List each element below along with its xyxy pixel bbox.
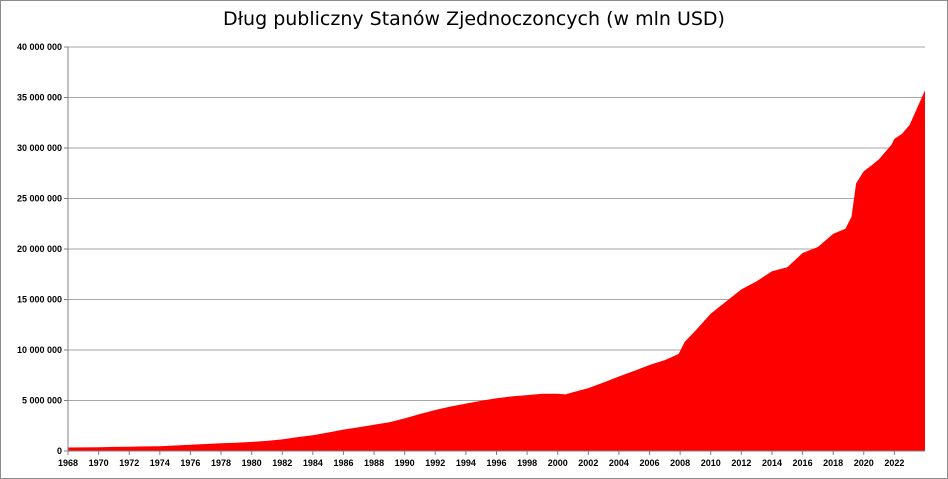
x-tick-label: 1982	[272, 458, 292, 468]
gridlines	[68, 46, 925, 401]
axes	[64, 46, 925, 455]
x-tick-label: 2002	[578, 458, 598, 468]
x-tick-label: 2022	[884, 458, 904, 468]
x-tick-label: 2000	[548, 458, 568, 468]
x-tick-label: 1970	[89, 458, 109, 468]
y-tick-label: 5 000 000	[22, 396, 62, 406]
x-tick-label: 2008	[670, 458, 690, 468]
x-tick-label: 1998	[517, 458, 537, 468]
x-tick-label: 1974	[150, 458, 170, 468]
y-tick-label: 40 000 000	[17, 42, 62, 52]
x-tick-label: 2012	[731, 458, 751, 468]
x-tick-label: 1976	[180, 458, 200, 468]
y-tick-labels: 0 5 000 000 10 000 000 15 000 000 20 000 000…	[17, 42, 62, 456]
x-tick-label: 2010	[701, 458, 721, 468]
x-tick-label: 1980	[242, 458, 262, 468]
x-tick-label: 1968	[58, 458, 78, 468]
y-tick-label: 15 000 000	[17, 295, 62, 305]
x-tick-label: 2016	[793, 458, 813, 468]
y-tick-label: 0	[57, 446, 62, 456]
y-tick-label: 35 000 000	[17, 93, 62, 103]
area-series	[68, 90, 925, 452]
x-tick-label: 2020	[854, 458, 874, 468]
x-tick-label: 1990	[395, 458, 415, 468]
x-tick-label: 1972	[119, 458, 139, 468]
x-tick-label: 1988	[364, 458, 384, 468]
x-tick-label: 2006	[640, 458, 660, 468]
x-tick-label: 1984	[303, 458, 323, 468]
y-tick-label: 25 000 000	[17, 194, 62, 204]
chart-title: Dług publiczny Stanów Zjednoczoncych (w …	[223, 8, 725, 30]
y-tick-label: 30 000 000	[17, 143, 62, 153]
x-tick-label: 1996	[486, 458, 506, 468]
x-tick-label: 2018	[823, 458, 843, 468]
x-tick-label: 1994	[456, 458, 476, 468]
x-tick-labels: 1968 1970 1972 1974 1976 1978 1980 1982 1984 1986…	[58, 458, 904, 468]
x-tick-label: 2004	[609, 458, 629, 468]
debt-area	[68, 90, 925, 452]
x-tick-label: 2014	[762, 458, 782, 468]
y-tick-label: 20 000 000	[17, 244, 62, 254]
x-tick-label: 1992	[425, 458, 445, 468]
x-tick-label: 1986	[333, 458, 353, 468]
x-tick-label: 1978	[211, 458, 231, 468]
y-tick-label: 10 000 000	[17, 345, 62, 355]
